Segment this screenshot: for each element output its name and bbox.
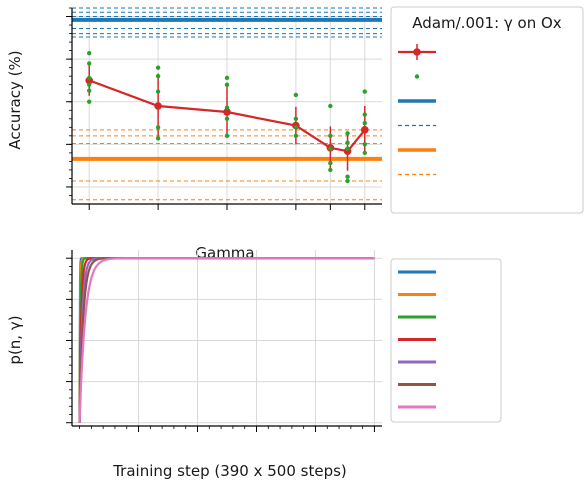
transition-seed-point [345, 146, 350, 151]
transition-avg-point [360, 126, 369, 134]
transition-seed-point [362, 89, 367, 94]
gamma-curves [78, 257, 375, 423]
transition-seed-point [362, 112, 367, 117]
transition-seed-point [224, 105, 230, 110]
transition-seed-point [155, 89, 161, 94]
transition-seed-point [362, 150, 367, 156]
transition-seed-point [345, 140, 350, 145]
transition-seed-point [345, 174, 350, 179]
probability-chart: Training step (390 x 500 steps) p(n, γ) [6, 250, 502, 480]
transition-avg-point [223, 108, 231, 116]
transition-seed-point [155, 65, 161, 70]
transition-series [85, 50, 369, 184]
bottom-grid [72, 250, 382, 426]
accuracy-chart: Gamma Accuracy (%) Adam/.001: γ on Ox [6, 6, 584, 262]
transition-seed-point [155, 125, 161, 130]
bottom-axes [66, 250, 382, 432]
transition-seed-point [293, 133, 299, 139]
bottom-ylabel: p(n, γ) [6, 315, 24, 364]
transition-seed-point [87, 88, 92, 93]
top-ylabel: Accuracy (%) [6, 50, 24, 149]
gamma-curve [78, 257, 375, 423]
top-legend-frame [390, 6, 584, 214]
top-legend: Adam/.001: γ on Ox [390, 6, 584, 214]
bottom-xlabel: Training step (390 x 500 steps) [112, 462, 347, 480]
top-axes [66, 7, 382, 210]
transition-seed-point [87, 75, 92, 81]
transition-seed-point [345, 131, 350, 136]
transition-seed-point [362, 120, 367, 126]
transition-avg-point [154, 102, 162, 110]
transition-seed-point [87, 50, 92, 56]
transition-seed-point [293, 92, 299, 98]
bottom-legend [390, 258, 502, 423]
transition-seed-point [293, 116, 299, 121]
transition-seed-point [87, 99, 92, 104]
transition-seed-point [328, 146, 333, 151]
baseline-lines [72, 7, 382, 201]
transition-seed-point [155, 73, 161, 79]
transition-seed-point [224, 116, 230, 121]
transition-seed-point [224, 82, 230, 87]
transition-seed-point [155, 136, 161, 141]
transition-seed-point [345, 178, 350, 184]
transition-seed-point [224, 133, 230, 139]
bottom-legend-frame [390, 258, 502, 423]
transition-seed-point [328, 167, 333, 173]
transition-seed-point [224, 75, 230, 81]
transition-seed-point [328, 133, 333, 139]
top-legend-title: Adam/.001: γ on Ox [412, 14, 562, 32]
transition-seed-point [328, 160, 333, 166]
transition-seed-point [87, 61, 92, 66]
legend-swatch-dot [414, 74, 420, 79]
transition-seed-point [293, 125, 299, 130]
transition-seed-point [87, 82, 92, 87]
legend-swatch-marker [413, 48, 421, 56]
transition-seed-point [362, 142, 367, 147]
transition-seed-point [328, 103, 333, 109]
